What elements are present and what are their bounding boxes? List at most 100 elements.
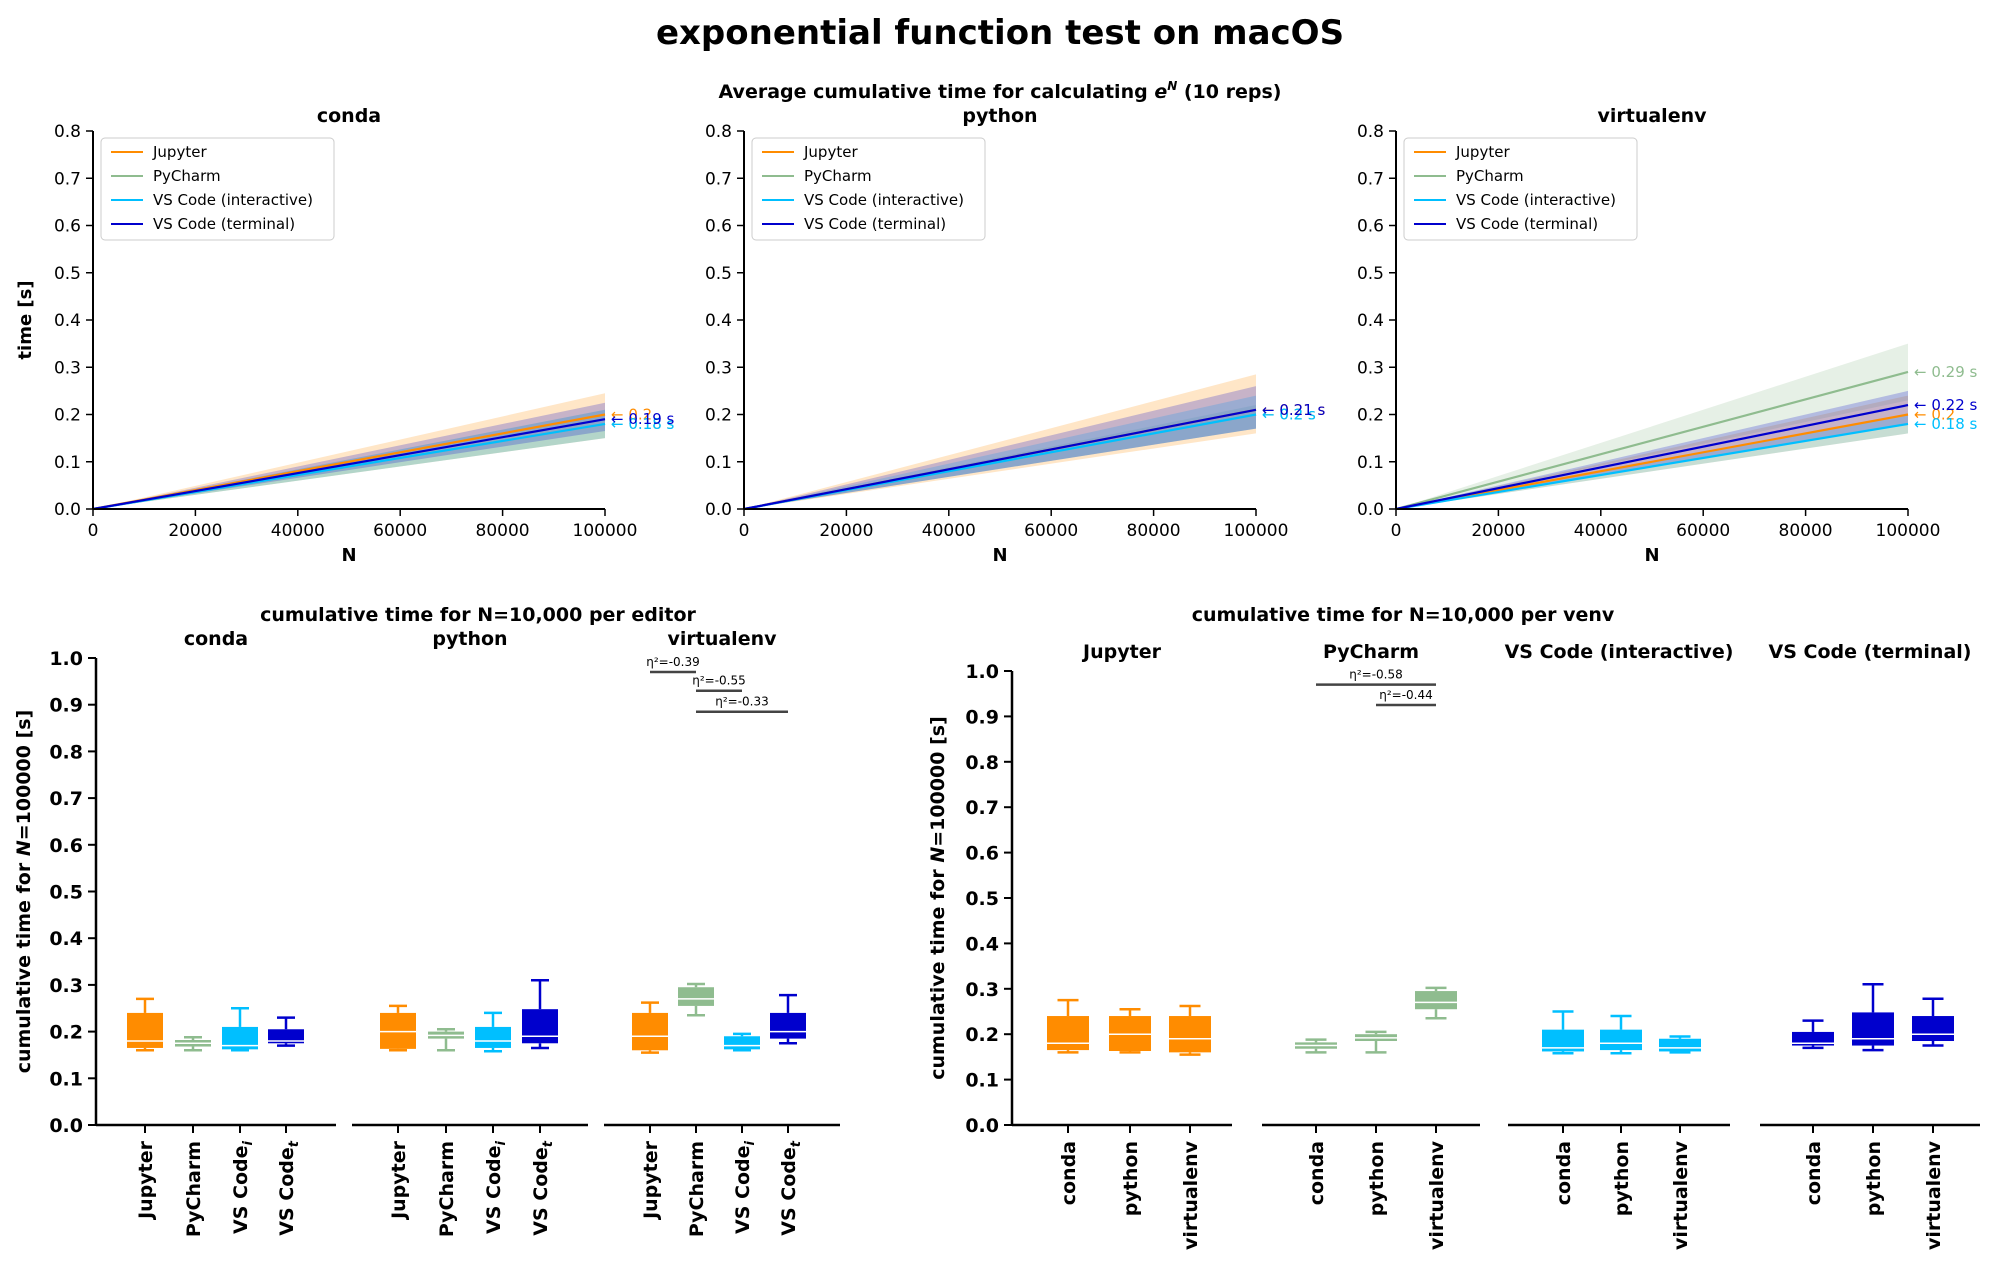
panel-title: virtualenv (1597, 105, 1707, 127)
y-tick-label: 0.4 (1357, 311, 1384, 331)
top-row-title: Average cumulative time for calculating … (719, 79, 1282, 103)
y-tick-label: 0.5 (49, 882, 83, 904)
box (127, 1012, 163, 1048)
x-tick-label: 100000 (573, 521, 638, 541)
confidence-band (93, 409, 605, 509)
y-tick-label: 0.5 (965, 888, 999, 910)
y-tick-label: 0.6 (49, 835, 83, 857)
box (1659, 1038, 1701, 1052)
group-title: Jupyter (1081, 641, 1162, 663)
y-tick-label: 0.3 (1357, 358, 1384, 378)
y-tick-label: 0.2 (705, 406, 732, 426)
x-tick-label: 60000 (373, 521, 427, 541)
y-tick-label: 0.9 (49, 695, 83, 717)
y-tick-label: 0.7 (705, 169, 732, 189)
legend-label: Jupyter (803, 143, 858, 161)
x-axis-label: N (992, 545, 1007, 566)
y-tick-label: 0.3 (54, 358, 81, 378)
y-tick-label: 0.0 (1357, 500, 1384, 520)
y-tick-label: 0.6 (705, 217, 732, 237)
legend-box (1403, 137, 1638, 241)
group-title: PyCharm (1323, 641, 1419, 663)
y-tick-label: 0.7 (1357, 169, 1384, 189)
x-tick-label: 0 (88, 521, 99, 541)
y-tick-label: 0.3 (965, 979, 999, 1001)
box (1600, 1029, 1642, 1051)
series-end-label: ← 0.2 s (1262, 406, 1316, 424)
y-tick-label: 0.8 (49, 741, 83, 763)
series-line (1395, 413, 1909, 511)
x-tick-label: VS Codei (230, 1140, 256, 1234)
y-axis-label: time [s] (15, 280, 36, 359)
figure-title: exponential function test on macOS (656, 13, 1344, 53)
confidence-band (744, 386, 1256, 509)
legend-label: PyCharm (1456, 167, 1524, 185)
y-tick-label: 0.3 (49, 975, 83, 997)
confidence-band (1396, 343, 1908, 509)
confidence-band (93, 393, 605, 509)
significance-label: η²=-0.58 (1349, 668, 1403, 682)
y-tick-label: 0.8 (965, 752, 999, 774)
box (724, 1036, 760, 1050)
y-tick-label: 0.4 (54, 311, 81, 331)
confidence-band (1396, 395, 1908, 509)
x-tick-label: Jupyter (640, 1140, 662, 1221)
y-tick-label: 0.2 (965, 1024, 999, 1046)
x-tick-label: 100000 (1224, 521, 1289, 541)
y-tick-label: 0.1 (965, 1070, 999, 1092)
box (1542, 1029, 1584, 1052)
line-panel-python: python← 0.21 s← 0.2 s← 0.2 s← 0.21 s0.00… (705, 105, 1326, 566)
y-tick-label: 1.0 (49, 648, 83, 670)
x-tick-label: VS Codet (276, 1140, 302, 1236)
group-title: virtualenv (667, 628, 777, 650)
series-end-label: ← 0.29 s (1914, 363, 1978, 381)
x-tick-label: python (1611, 1141, 1633, 1216)
x-tick-label: virtualenv (1426, 1140, 1448, 1250)
x-tick-label: PyCharm (436, 1141, 458, 1237)
y-tick-label: 0.7 (965, 797, 999, 819)
y-tick-label: 0.0 (965, 1115, 999, 1137)
x-tick-label: conda (1058, 1141, 1080, 1205)
legend-box (751, 137, 986, 241)
series-line (92, 418, 606, 511)
x-tick-label: conda (1553, 1141, 1575, 1205)
confidence-band (93, 402, 605, 509)
legend-label: Jupyter (152, 143, 207, 161)
confidence-band (1396, 390, 1908, 509)
series-end-label: ← 0.22 s (1914, 396, 1978, 414)
x-tick-label: conda (1306, 1141, 1328, 1205)
x-tick-label: Jupyter (388, 1140, 410, 1221)
significance-label: η²=-0.33 (715, 695, 769, 709)
x-tick-label: conda (1803, 1141, 1825, 1205)
significance-label: η²=-0.44 (1379, 688, 1433, 702)
x-axis-label: N (1644, 545, 1659, 566)
x-tick-label: 100000 (1876, 521, 1941, 541)
y-tick-label: 0.1 (705, 453, 732, 473)
line-panel-virtualenv: virtualenv ← 0.2 ← 0.29 s ← 0.18 s← 0.22 s 0… (1357, 105, 1978, 566)
y-tick-label: 0.7 (49, 788, 83, 810)
legend-label: VS Code (terminal) (1456, 215, 1598, 233)
box (1852, 1012, 1894, 1046)
series-end-label: ← 0.2 (611, 406, 652, 424)
y-axis-label: cumulative time for N=100000 [s] (13, 710, 35, 1074)
x-tick-label: PyCharm (686, 1141, 708, 1237)
group-title: VS Code (interactive) (1505, 641, 1734, 663)
y-tick-label: 0.8 (1357, 122, 1384, 142)
series-end-label: ← 0.2 s (1262, 406, 1316, 424)
x-tick-label: 20000 (168, 521, 222, 541)
y-tick-label: 0.8 (705, 122, 732, 142)
bottom-right-title: cumulative time for N=10,000 per venv (1192, 604, 1615, 626)
x-tick-label: 40000 (271, 521, 325, 541)
x-tick-label: 80000 (1127, 521, 1181, 541)
x-tick-label: 20000 (819, 521, 873, 541)
x-tick-label: 80000 (476, 521, 530, 541)
box (770, 1012, 806, 1039)
series-line (1395, 370, 1909, 511)
y-tick-label: 0.6 (54, 217, 81, 237)
box-panel-per-editor: 0.0 0.1 0.2 0.3 0.4 0.5 0.6 0.7 0.8 0.9 1.0 cumulat… (13, 628, 840, 1237)
x-tick-label: 40000 (922, 521, 976, 541)
y-tick-label: 0.5 (54, 264, 81, 284)
legend-label: Jupyter (1455, 143, 1510, 161)
x-tick-label: 80000 (1779, 521, 1833, 541)
series-end-label: ← 0.21 s (1262, 401, 1326, 419)
